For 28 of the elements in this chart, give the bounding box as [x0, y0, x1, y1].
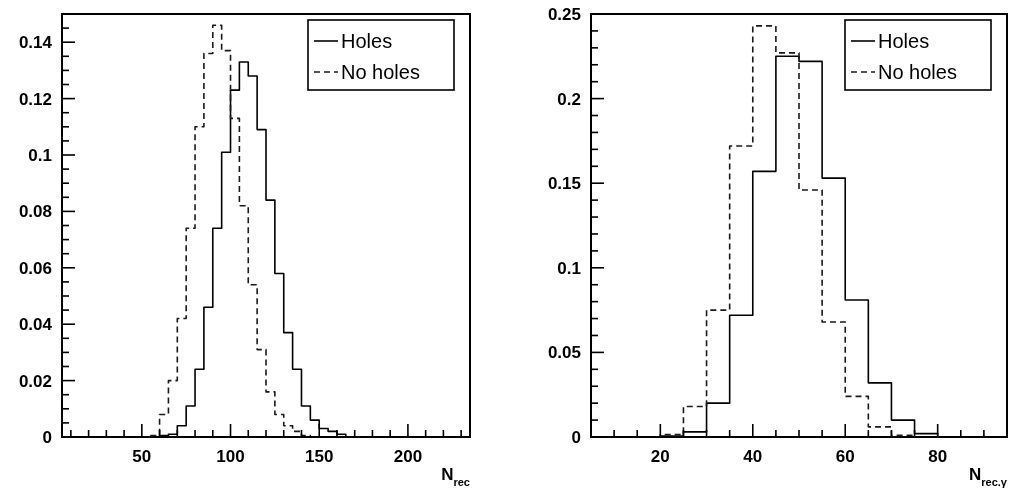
x-axis-title: N$_{rec.γ}$ — [968, 465, 1008, 488]
y-tick-label: 0.2 — [557, 89, 581, 109]
legend-label: No holes — [341, 61, 420, 83]
x-tick-label: 50 — [132, 447, 152, 466]
y-tick-label: 0.25 — [547, 5, 581, 24]
x-tick-label: 20 — [650, 447, 670, 466]
y-tick-label: 0.06 — [18, 258, 52, 278]
legend-label: Holes — [341, 30, 393, 52]
y-tick-label: 0.12 — [18, 89, 52, 109]
x-tick-label: 150 — [305, 447, 334, 466]
y-tick-label: 0.08 — [18, 202, 52, 222]
y-tick-label: 0 — [42, 428, 52, 447]
x-tick-label: 80 — [928, 447, 948, 466]
x-tick-label: 40 — [743, 447, 763, 466]
y-tick-label: 0.02 — [18, 371, 52, 391]
legend-label: No holes — [878, 61, 957, 83]
y-tick-label: 0.1 — [557, 258, 581, 278]
y-tick-label: 0.14 — [18, 33, 53, 53]
y-tick-label: 0.1 — [28, 146, 52, 165]
x-tick-label: 100 — [216, 447, 245, 466]
y-tick-label: 0.05 — [547, 343, 581, 363]
y-tick-label: 0 — [571, 428, 581, 447]
x-axis-title: N$_{rec}$ — [441, 465, 470, 488]
y-tick-label: 0.15 — [547, 174, 581, 194]
x-tick-label: 200 — [393, 447, 423, 466]
x-tick-label: 60 — [835, 447, 855, 466]
y-tick-label: 0.04 — [18, 315, 53, 335]
legend-label: Holes — [878, 30, 930, 52]
